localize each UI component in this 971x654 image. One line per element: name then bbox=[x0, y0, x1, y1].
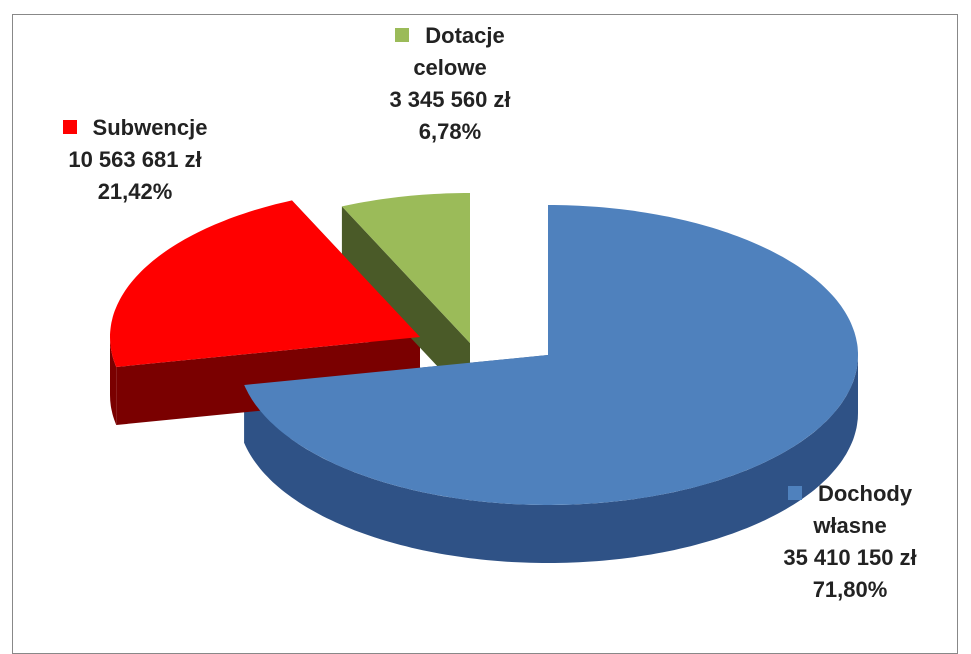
slice bbox=[244, 205, 858, 505]
slice-cut-face bbox=[341, 206, 470, 401]
slice-wall bbox=[244, 355, 858, 563]
amount-line: 3 345 560 zł bbox=[360, 84, 540, 116]
slice bbox=[341, 193, 470, 343]
category-label: Subwencje bbox=[92, 115, 208, 140]
label-name-line: Dotacje celowe bbox=[360, 20, 540, 84]
percent-line: 21,42% bbox=[30, 176, 240, 208]
percent-line: 71,80% bbox=[760, 574, 940, 606]
amount-line: 35 410 150 zł bbox=[760, 542, 940, 574]
amount-label: 10 563 681 zł bbox=[68, 147, 202, 172]
value-label: 21,42% bbox=[97, 179, 173, 204]
legend-marker bbox=[62, 120, 77, 134]
data-label: Dochody własne 35 410 150 zł 71,80% bbox=[760, 478, 940, 606]
data-label: Dotacje celowe 3 345 560 zł 6,78% bbox=[360, 20, 540, 148]
slice bbox=[110, 200, 420, 367]
value-label: 6,78% bbox=[418, 119, 482, 144]
amount-label: 3 345 560 zł bbox=[389, 87, 511, 112]
data-label: Subwencje 10 563 681 zł 21,42% bbox=[30, 112, 240, 208]
legend-marker bbox=[395, 28, 410, 42]
value-label: 71,80% bbox=[812, 577, 888, 602]
category-label: Dochody własne bbox=[813, 481, 913, 538]
percent-line: 6,78% bbox=[360, 116, 540, 148]
category-label: Dotacje celowe bbox=[413, 23, 505, 80]
slice-tops bbox=[110, 193, 858, 505]
slice-wall bbox=[110, 337, 117, 425]
amount-line: 10 563 681 zł bbox=[30, 144, 240, 176]
label-name-line: Dochody własne bbox=[760, 478, 940, 542]
legend-marker bbox=[787, 486, 802, 500]
label-name-line: Subwencje bbox=[30, 112, 240, 144]
slice-cut-face bbox=[116, 337, 420, 425]
amount-label: 35 410 150 zł bbox=[783, 545, 917, 570]
